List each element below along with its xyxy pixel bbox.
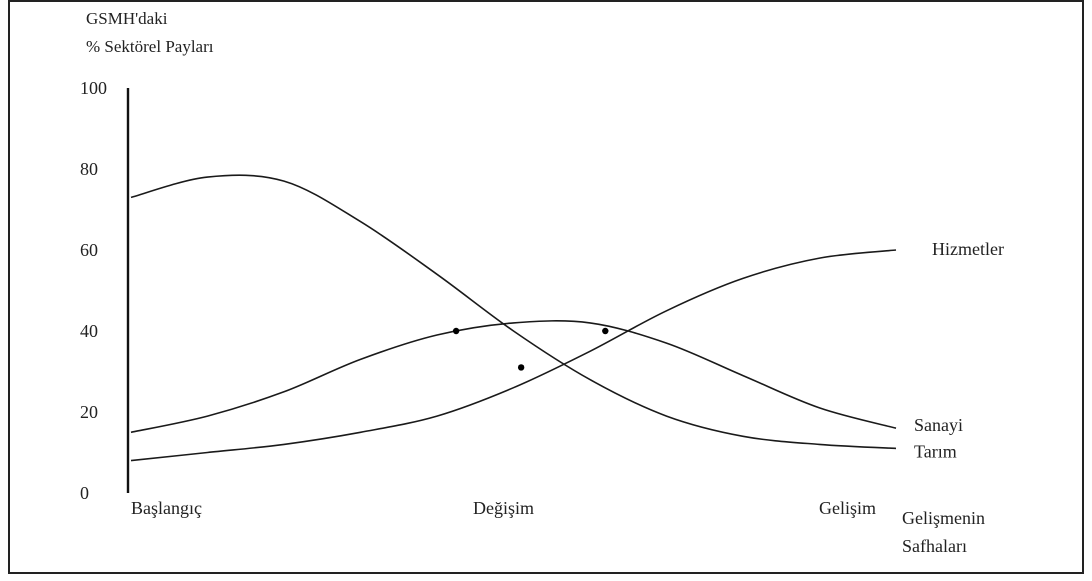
y-tick-labels: 0 20 40 60 80 100 bbox=[80, 78, 107, 503]
chart-title-line-2: % Sektörel Payları bbox=[86, 37, 214, 56]
x-category-labels: Başlangıç Değişim Gelişim bbox=[131, 498, 876, 518]
y-tick-label-40: 40 bbox=[80, 321, 98, 341]
x-category-label-2: Değişim bbox=[473, 498, 534, 518]
y-tick-label-60: 60 bbox=[80, 240, 98, 260]
intersection-point-3 bbox=[602, 327, 609, 335]
x-axis-label-line-1: Gelişmenin bbox=[902, 508, 985, 528]
x-axis-label-line-2: Safhaları bbox=[902, 536, 967, 556]
series-label-hizmetler: Hizmetler bbox=[932, 239, 1004, 259]
intersection-points bbox=[452, 327, 609, 371]
x-category-label-3: Gelişim bbox=[819, 498, 876, 518]
x-category-label-1: Başlangıç bbox=[131, 498, 202, 518]
chart-frame bbox=[8, 0, 1084, 574]
y-tick-label-0: 0 bbox=[80, 483, 89, 503]
series-line-sanayi bbox=[130, 320, 897, 434]
y-tick-label-80: 80 bbox=[80, 159, 98, 179]
series-curves bbox=[130, 174, 897, 462]
intersection-point-2 bbox=[517, 364, 525, 371]
intersection-point-1 bbox=[452, 327, 460, 335]
y-tick-label-20: 20 bbox=[80, 402, 98, 422]
series-label-tarım: Tarım bbox=[914, 441, 957, 461]
series-label-sanayi: Sanayi bbox=[914, 415, 963, 435]
series-labels: Tarım Sanayi Hizmetler bbox=[914, 239, 1004, 461]
y-tick-label-100: 100 bbox=[80, 78, 107, 98]
series-line-tarım bbox=[130, 174, 897, 450]
series-line-hizmetler bbox=[130, 249, 897, 462]
chart-title-line-1: GSMH'daki bbox=[86, 9, 168, 28]
